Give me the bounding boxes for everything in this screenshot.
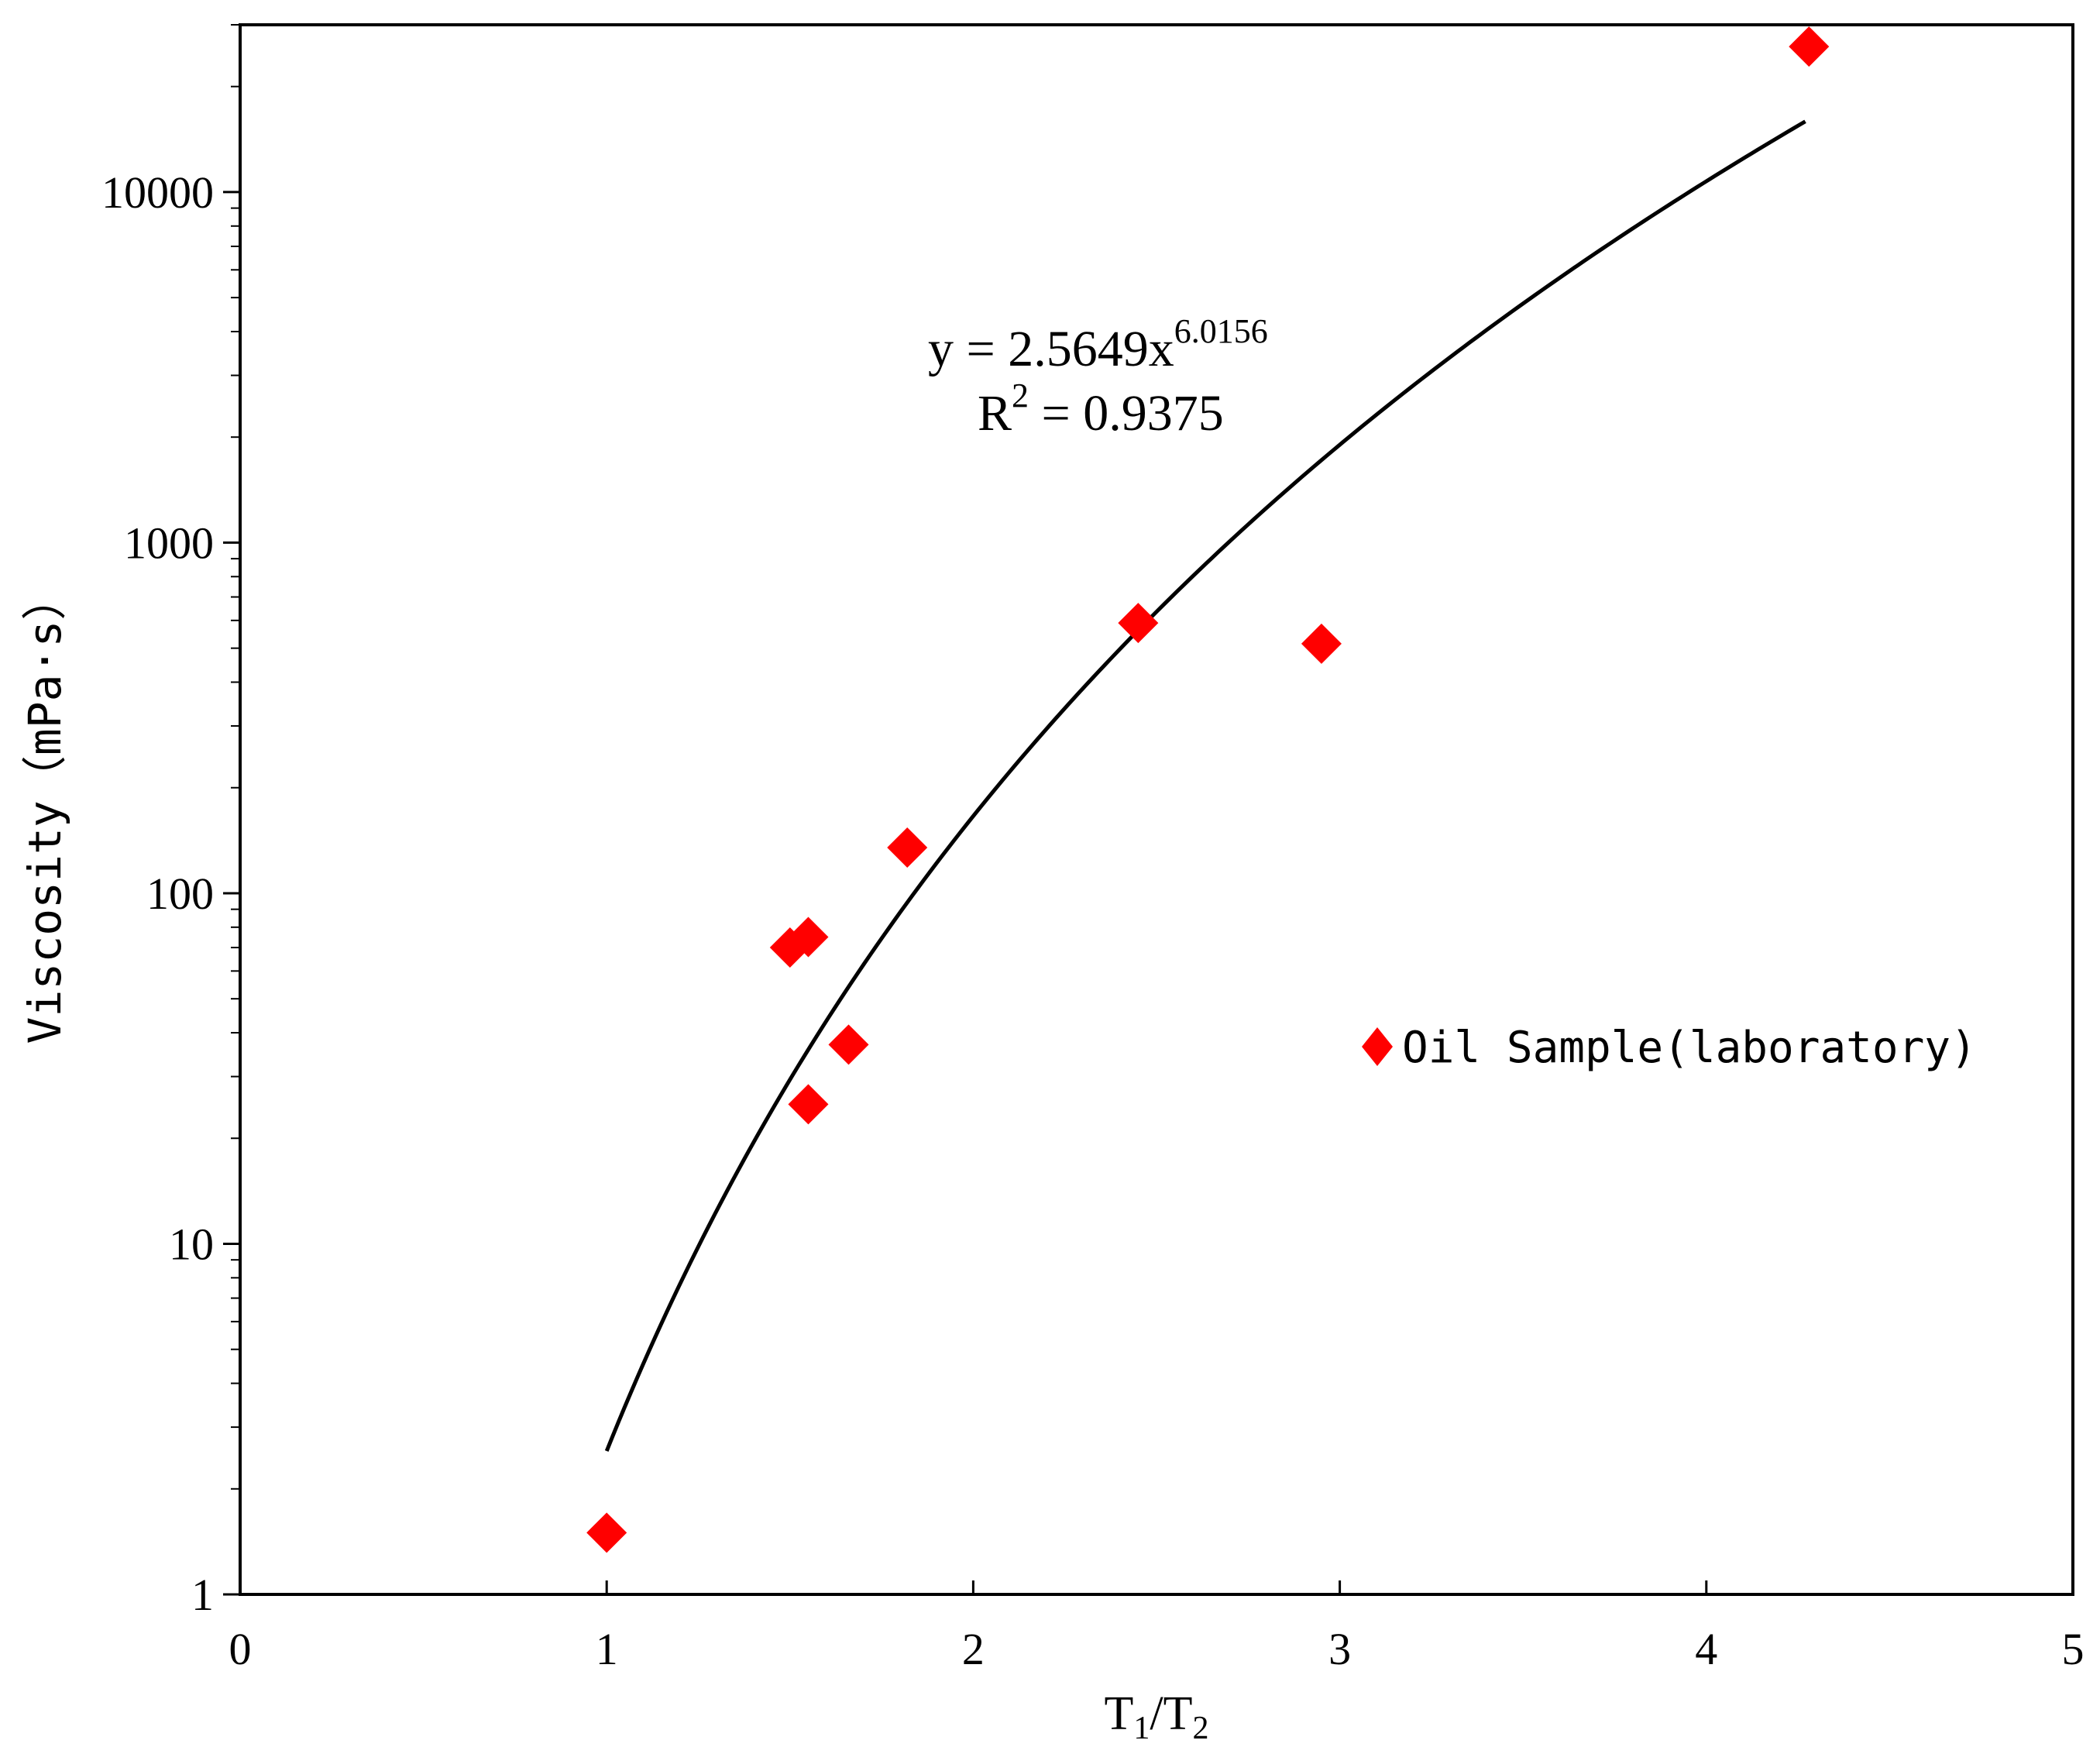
fit-r-squared-value: = 0.9375 [1029, 385, 1224, 442]
legend-label: Oil Sample(laboratory) [1402, 1023, 1977, 1073]
data-point [828, 1024, 869, 1065]
x-axis-title: T1/T2 [1105, 1687, 1209, 1746]
data-point [1301, 623, 1342, 664]
data-point [586, 1512, 627, 1553]
y-tick-label: 100 [146, 868, 214, 919]
plot-area-frame [239, 23, 2074, 1596]
fit-equation: y = 2.5649x6.0156 [928, 312, 1268, 377]
x-axis-title-t1: T [1105, 1687, 1134, 1740]
x-tick-label: 1 [596, 1624, 618, 1674]
x-axis-title-sep: / [1150, 1687, 1163, 1740]
data-point [788, 1084, 829, 1125]
x-axis-title-sub2: 2 [1192, 1711, 1208, 1746]
x-tick-label: 4 [1695, 1624, 1717, 1674]
y-tick-label: 10000 [101, 167, 214, 218]
fit-r-squared-exp: 2 [1012, 377, 1029, 414]
x-axis-ticks: 0 1 2 3 4 5 [229, 1580, 2085, 1674]
data-point [1118, 603, 1159, 644]
y-tick-label: 1000 [124, 518, 214, 568]
fit-layer [604, 119, 1806, 1452]
x-tick-label: 2 [962, 1624, 985, 1674]
y-tick-label: 10 [169, 1219, 214, 1269]
fit-r-squared-r: R [978, 385, 1012, 442]
x-tick-label: 5 [2062, 1624, 2085, 1674]
fit-r-squared: R2 = 0.9375 [978, 377, 1224, 442]
points-layer [586, 26, 1830, 1553]
fit-curve [604, 119, 1806, 1452]
x-axis-title-sub1: 1 [1133, 1711, 1150, 1746]
fit-equation-exponent: 6.0156 [1174, 312, 1268, 350]
y-tick-label: 1 [191, 1570, 214, 1620]
x-tick-label: 0 [229, 1624, 252, 1674]
data-point [1789, 26, 1830, 67]
data-point [788, 917, 829, 958]
y-axis-ticks: 1 10 100 1000 10000 [101, 24, 240, 1620]
x-tick-label: 3 [1328, 1624, 1351, 1674]
fit-equation-main: y = 2.5649x [928, 321, 1174, 377]
y-axis-title: Viscosity（mPa·s） [19, 576, 71, 1044]
x-axis-title-t2: T [1163, 1687, 1193, 1740]
legend: Oil Sample(laboratory) [1362, 1023, 1977, 1073]
legend-marker [1362, 1027, 1393, 1066]
data-point [887, 827, 928, 868]
data-point [769, 927, 810, 968]
